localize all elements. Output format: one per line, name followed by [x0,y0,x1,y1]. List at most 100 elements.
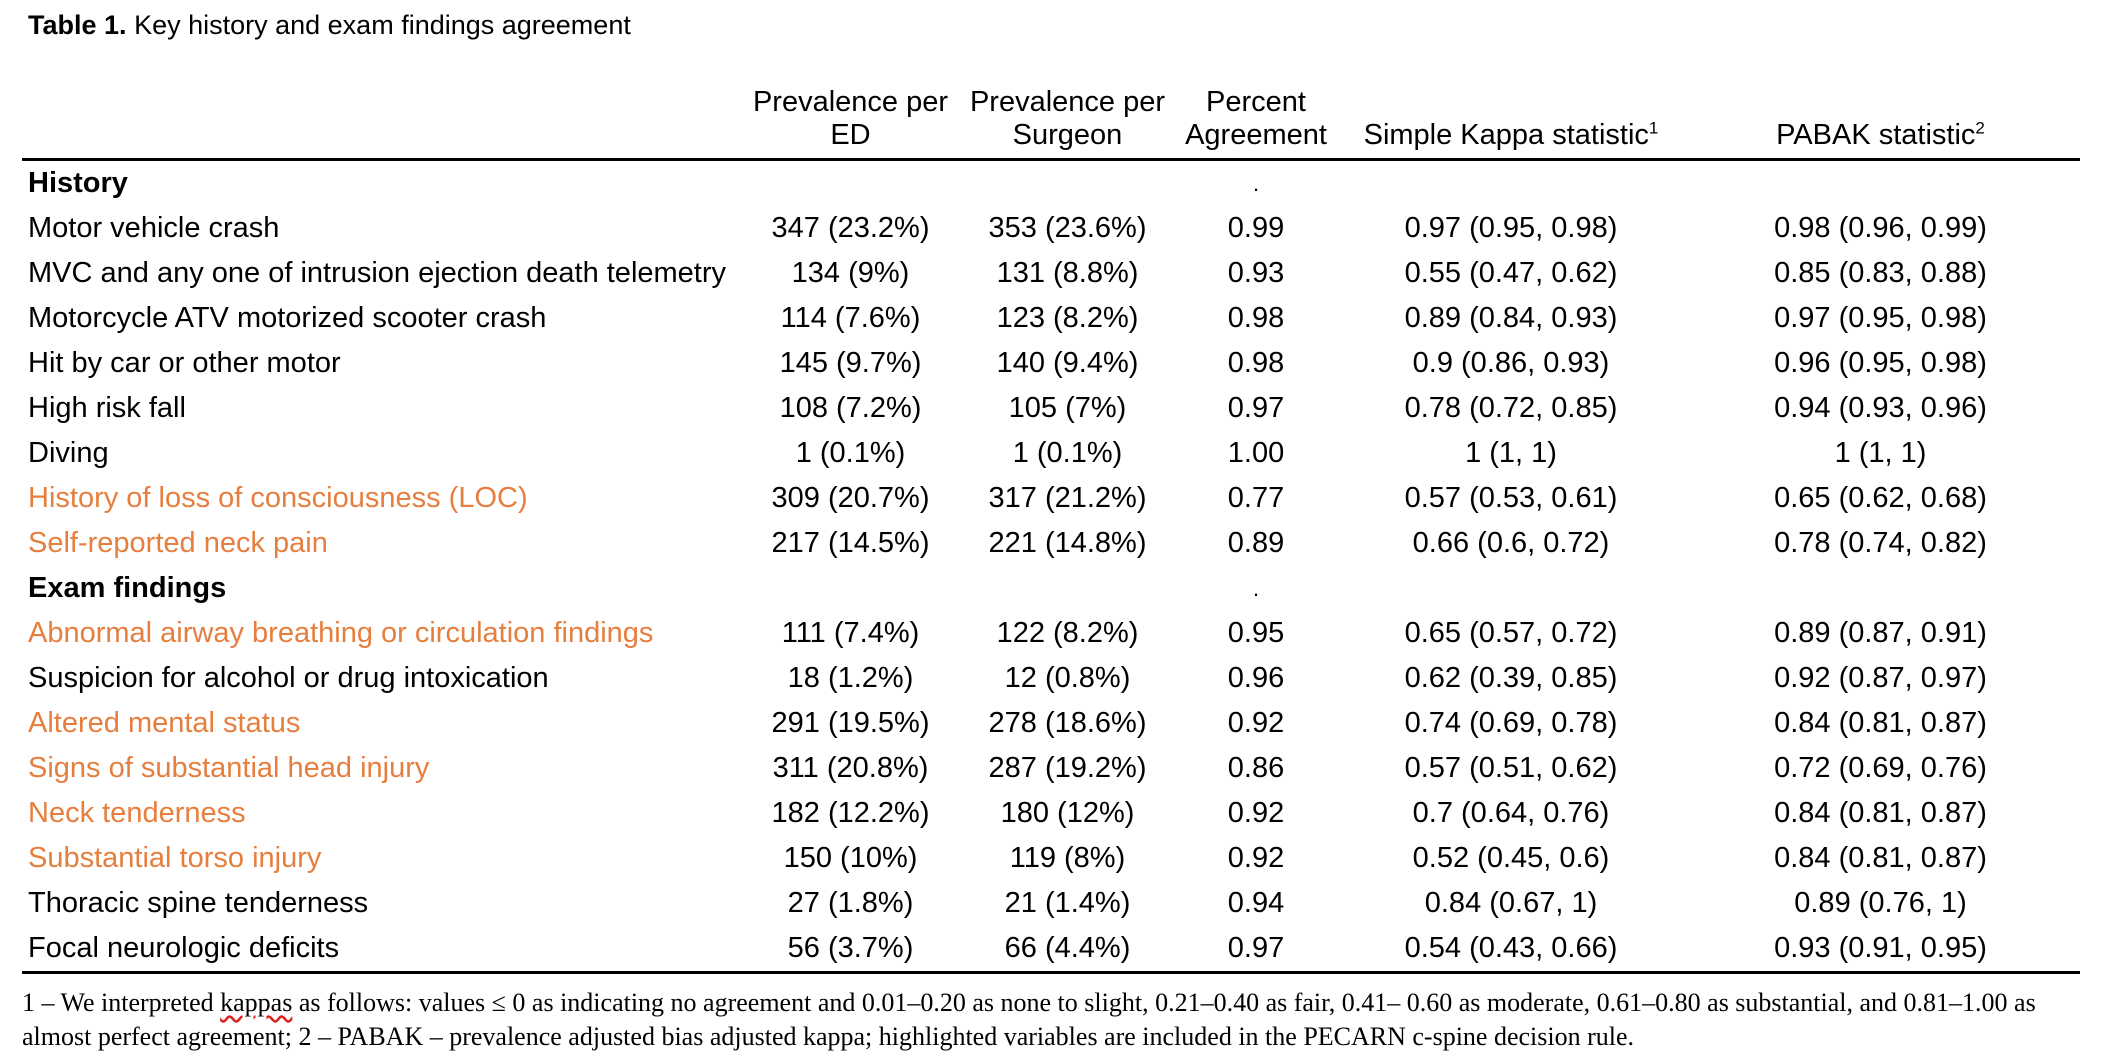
cell-surgeon: 123 (8.2%) [996,302,1139,334]
cell-agreement: 0.77 [1227,482,1285,514]
variable-label: Neck tenderness [28,797,246,829]
variable-label: Self-reported neck pain [28,527,328,559]
cell-pabak: 0.89 (0.76, 1) [1794,887,1967,919]
variable-label: Signs of substantial head injury [28,752,430,784]
cell-agreement: 0.97 [1227,392,1285,424]
cell-ed: 56 (3.7%) [737,926,964,974]
cell-kappa: 0.55 (0.47, 0.62) [1404,257,1618,289]
footnote-text-start: 1 – We interpreted [22,988,221,1017]
table-row: Altered mental status 291 (19.5%) 278 (18.… [22,701,2080,746]
table-row: Motorcycle ATV motorized scooter crash 11… [22,296,2080,341]
table-row: Substantial torso injury 150 (10%) 119 (8%… [22,836,2080,881]
cell-kappa: 0.78 (0.72, 0.85) [1404,392,1618,424]
cell-kappa: 0.84 (0.67, 1) [1424,887,1598,919]
cell-kappa: 0.54 (0.43, 0.66) [1341,926,1681,974]
cell-ed: 291 (19.5%) [771,707,930,739]
table-caption-label: Table 1. [28,10,127,40]
cell-pabak: 0.92 (0.87, 0.97) [1774,662,1987,694]
section-row: Exam findings. [22,566,2080,611]
cell-pabak: 0.78 (0.74, 0.82) [1774,527,1987,559]
cell-kappa: 0.7 (0.64, 0.76) [1412,797,1610,829]
cell-ed: 182 (12.2%) [771,797,930,829]
table-row: Self-reported neck pain 217 (14.5%) 221 (1… [22,521,2080,566]
cell-surgeon: 140 (9.4%) [996,347,1139,379]
cell-kappa: 0.97 (0.95, 0.98) [1404,212,1618,244]
table-row: Signs of substantial head injury 311 (20.… [22,746,2080,791]
footnote-marker-1: 1 [1648,118,1659,138]
variable-label: Altered mental status [28,707,301,739]
cell-pabak: 0.93 (0.91, 0.95) [1681,926,2080,974]
empty-cell [1681,566,2080,611]
empty-cell [964,566,1171,611]
cell-kappa: 0.57 (0.51, 0.62) [1404,752,1618,784]
cell-agreement: 0.98 [1227,347,1285,379]
table-row: Suspicion for alcohol or drug intoxicati… [22,656,2080,701]
variable-label: Suspicion for alcohol or drug intoxicati… [28,662,549,694]
cell-surgeon: 122 (8.2%) [996,617,1139,649]
table-row: Diving 1 (0.1%) 1 (0.1%) 1.00 1 (1, 1) 1 (1, … [22,431,2080,476]
cell-ed: 18 (1.2%) [787,662,914,694]
spellcheck-flagged-word[interactable]: kappas [220,988,293,1017]
table-row: MVC and any one of intrusion ejection de… [22,251,2080,296]
cell-kappa: 0.74 (0.69, 0.78) [1404,707,1618,739]
header-prevalence-ed: Prevalence per ED [737,86,964,161]
cell-pabak: 0.84 (0.81, 0.87) [1774,707,1987,739]
cell-kappa: 1 (1, 1) [1465,437,1557,469]
cell-surgeon: 1 (0.1%) [1012,437,1123,469]
cell-agreement: 0.89 [1227,527,1285,559]
cell-agreement: 0.95 [1227,617,1285,649]
cell-surgeon: 12 (0.8%) [1004,662,1131,694]
cell-pabak: 0.84 (0.81, 0.87) [1774,842,1987,874]
cell-pabak: 0.94 (0.93, 0.96) [1774,392,1987,424]
cell-pabak: 0.89 (0.87, 0.91) [1774,617,1987,649]
variable-label: History of loss of consciousness (LOC) [28,482,528,514]
cell-pabak: 0.85 (0.83, 0.88) [1774,257,1987,289]
header-row: Prevalence per ED Prevalence per Surgeon… [22,86,2080,161]
cell-agreement: 0.92 [1227,842,1285,874]
cell-ed: 145 (9.7%) [779,347,922,379]
section-dot: . [1252,170,1260,196]
table-row: History of loss of consciousness (LOC) 30… [22,476,2080,521]
cell-ed: 108 (7.2%) [779,392,922,424]
table-footnote: 1 – We interpreted kappas as follows: va… [22,986,2092,1054]
header-simple-kappa-text: Simple Kappa statistic [1363,119,1649,151]
cell-surgeon: 180 (12%) [1000,797,1135,829]
variable-label: Substantial torso injury [28,842,322,874]
header-percent-agreement: Percent Agreement [1171,86,1341,161]
variable-label: Focal neurologic deficits [22,926,737,974]
cell-agreement: 0.97 [1171,926,1341,974]
cell-pabak: 0.84 (0.81, 0.87) [1774,797,1987,829]
variable-label: Hit by car or other motor [28,347,341,379]
cell-surgeon: 317 (21.2%) [988,482,1147,514]
cell-surgeon: 21 (1.4%) [1004,887,1131,919]
variable-label: Abnormal airway breathing or circulation… [28,617,654,649]
table-row: High risk fall 108 (7.2%) 105 (7%) 0.97 0.78… [22,386,2080,431]
table-row: Motor vehicle crash 347 (23.2%) 353 (23.6%… [22,206,2080,251]
empty-cell [1341,566,1681,611]
empty-cell [1681,160,2080,207]
cell-ed: 311 (20.8%) [772,752,929,784]
footnote-marker-2: 2 [1975,118,1985,138]
cell-agreement: 0.99 [1227,212,1285,244]
cell-ed: 27 (1.8%) [787,887,914,919]
header-simple-kappa: Simple Kappa statistic1 [1341,86,1681,161]
variable-label: Motor vehicle crash [28,212,280,244]
table-row: Neck tenderness 182 (12.2%) 180 (12%) 0.92 0… [22,791,2080,836]
cell-kappa: 0.62 (0.39, 0.85) [1404,662,1618,694]
variable-label: MVC and any one of intrusion ejection de… [28,257,727,289]
cell-surgeon: 119 (8%) [1009,842,1126,874]
table-row: Hit by car or other motor 145 (9.7%) 140 (… [22,341,2080,386]
cell-ed: 134 (9%) [791,257,910,289]
table-row: Abnormal airway breathing or circulation… [22,611,2080,656]
empty-cell [737,566,964,611]
empty-cell [964,160,1171,207]
cell-kappa: 0.65 (0.57, 0.72) [1404,617,1618,649]
cell-pabak: 0.65 (0.62, 0.68) [1774,482,1987,514]
cell-agreement: 0.93 [1227,257,1285,289]
cell-surgeon: 105 (7%) [1008,392,1127,424]
agreement-table: Prevalence per ED Prevalence per Surgeon… [22,86,2080,974]
cell-surgeon: 278 (18.6%) [988,707,1147,739]
cell-kappa: 0.66 (0.6, 0.72) [1412,527,1610,559]
cell-agreement: 0.94 [1227,887,1285,919]
empty-cell [737,160,964,207]
